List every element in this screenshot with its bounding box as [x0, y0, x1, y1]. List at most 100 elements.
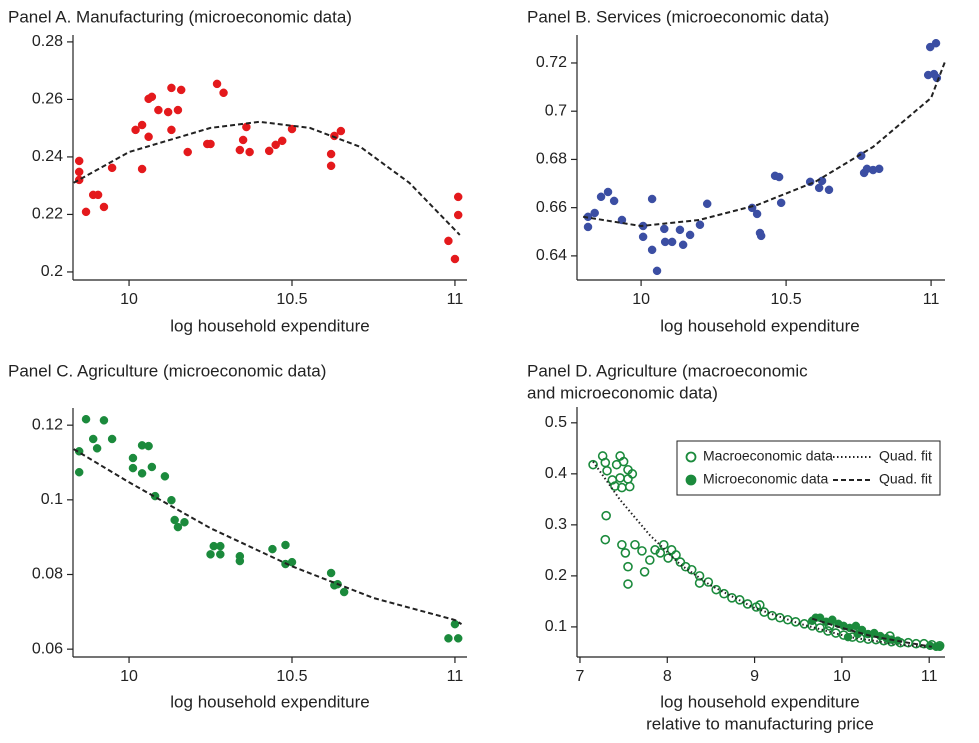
data-point — [602, 465, 612, 476]
data-point — [88, 434, 98, 444]
data-point — [843, 632, 853, 642]
data-point — [216, 541, 225, 551]
data-point — [638, 232, 648, 242]
data-point — [817, 176, 827, 186]
data-point — [160, 472, 170, 481]
data-point — [271, 140, 280, 150]
data-point — [609, 196, 619, 206]
data-point — [851, 621, 861, 631]
data-point — [588, 459, 598, 470]
data-point — [752, 209, 762, 219]
panel: Panel A. Manufacturing (microeconomic da… — [8, 7, 467, 335]
x-axis-label: log household expenditure — [660, 316, 859, 335]
y-tick-label: 0.1 — [545, 618, 567, 635]
data-point — [450, 254, 460, 264]
data-point — [603, 187, 613, 197]
data-point — [655, 548, 666, 558]
y-tick-label: 0.12 — [32, 416, 63, 433]
x-tick-label: 9 — [750, 668, 759, 685]
data-point — [874, 164, 884, 174]
data-point — [695, 220, 705, 230]
x-tick-label: 11 — [923, 291, 940, 308]
data-point — [624, 481, 635, 492]
legend-label: Macroeconomic data — [703, 448, 833, 464]
data-point — [81, 414, 91, 424]
data-point — [99, 202, 109, 212]
data-point — [931, 38, 941, 48]
data-point — [147, 462, 157, 472]
x-tick-label: 11 — [921, 668, 938, 685]
fit-line — [582, 59, 947, 228]
legend-label: Quad. fit — [879, 448, 932, 464]
y-tick-label: 0.64 — [536, 247, 567, 264]
data-point — [678, 240, 688, 250]
panel-title: and microeconomic data) — [527, 383, 718, 402]
data-point — [776, 198, 786, 208]
data-point — [245, 147, 254, 157]
data-point — [590, 208, 599, 218]
data-point — [216, 550, 225, 559]
data-point — [711, 584, 721, 595]
data-point — [287, 557, 297, 567]
data-point — [450, 619, 460, 629]
x-tick-label: 10 — [120, 291, 138, 308]
data-point — [453, 210, 463, 220]
data-point — [620, 548, 631, 558]
panel-title: Panel A. Manufacturing (microeconomic da… — [8, 7, 352, 26]
data-point — [759, 607, 769, 617]
y-tick-label: 0.66 — [536, 199, 567, 216]
data-point — [92, 444, 102, 453]
data-point — [81, 207, 91, 217]
data-point — [617, 215, 627, 225]
data-point — [167, 83, 176, 93]
data-point — [453, 192, 463, 202]
legend-label: Quad. fit — [879, 471, 932, 487]
x-tick-label: 10 — [120, 668, 138, 685]
data-point — [702, 199, 712, 209]
data-point — [99, 416, 109, 425]
data-point — [615, 473, 625, 483]
data-point — [774, 172, 784, 182]
y-tick-label: 0.1 — [41, 491, 63, 508]
fit-line — [592, 461, 940, 649]
data-point — [623, 579, 633, 589]
fit-line — [73, 120, 461, 236]
data-point — [339, 587, 349, 597]
panel-title: Panel D. Agriculture (macroeconomic — [527, 361, 808, 380]
legend: Macroeconomic data Quad. fit Microeconomic… — [676, 440, 941, 496]
y-tick-label: 0.22 — [32, 206, 63, 223]
data-point — [235, 556, 245, 566]
y-tick-label: 0.3 — [545, 516, 567, 533]
data-point — [645, 555, 655, 565]
data-point — [755, 600, 765, 610]
y-tick-label: 0.7 — [545, 102, 567, 119]
data-point — [618, 456, 629, 467]
panel-title: Panel B. Services (microeconomic data) — [527, 7, 829, 26]
y-tick-label: 0.08 — [32, 566, 63, 583]
data-point — [647, 245, 657, 255]
data-point — [675, 225, 685, 235]
data-point — [206, 550, 215, 559]
legend-box — [676, 440, 941, 496]
x-tick-label: 7 — [576, 668, 585, 685]
data-point — [170, 515, 179, 525]
data-point — [137, 120, 147, 130]
panel-title: Panel C. Agriculture (microeconomic data… — [8, 361, 326, 380]
x-tick-label: 10.5 — [276, 291, 307, 308]
data-point — [666, 545, 677, 555]
data-point — [163, 107, 173, 117]
data-point — [180, 517, 189, 527]
data-point — [694, 578, 705, 588]
data-point — [326, 149, 336, 159]
data-point — [663, 553, 673, 563]
panel: Panel D. Agriculture (macroeconomic and m… — [527, 361, 945, 733]
data-point — [596, 192, 606, 202]
data-point — [74, 467, 84, 477]
data-point — [658, 539, 669, 550]
legend-marker — [685, 451, 697, 463]
data-point — [167, 125, 176, 135]
y-tick-label: 0.2 — [41, 263, 63, 280]
x-tick-label: 8 — [663, 668, 672, 685]
data-point — [154, 105, 163, 115]
